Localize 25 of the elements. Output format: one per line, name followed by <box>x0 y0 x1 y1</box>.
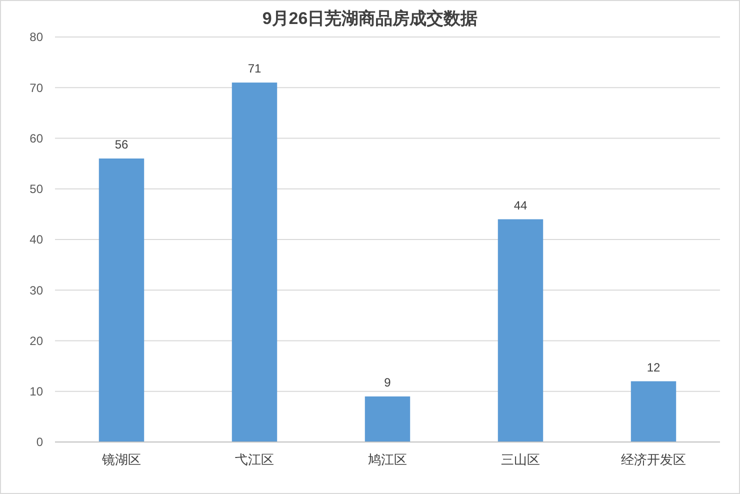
bar <box>232 82 278 442</box>
x-tick-label: 弋江区 <box>235 452 274 467</box>
y-tick-label: 50 <box>30 182 44 196</box>
y-tick-label: 80 <box>30 30 44 44</box>
y-tick-label: 20 <box>30 334 44 348</box>
data-label: 9 <box>384 375 392 390</box>
bar <box>630 381 676 442</box>
x-tick-label: 鸠江区 <box>368 452 407 467</box>
bar <box>498 219 544 442</box>
y-tick-label: 30 <box>30 283 44 298</box>
x-tick-label: 经济开发区 <box>621 452 686 467</box>
data-label: 12 <box>646 360 660 374</box>
y-tick-label: 0 <box>36 435 44 450</box>
bar <box>364 396 410 442</box>
x-tick-label: 三山区 <box>501 452 540 467</box>
y-tick-label: 70 <box>30 80 44 95</box>
y-tick-label: 40 <box>30 232 44 247</box>
x-tick-label: 镜湖区 <box>101 452 141 467</box>
data-label: 56 <box>114 138 128 152</box>
chart-title: 9月26日芜湖商品房成交数据 <box>262 9 478 28</box>
data-label: 71 <box>248 62 262 76</box>
y-tick-label: 60 <box>30 131 44 146</box>
data-label: 44 <box>514 198 528 212</box>
y-tick-label: 10 <box>30 384 44 399</box>
bar <box>98 158 144 442</box>
